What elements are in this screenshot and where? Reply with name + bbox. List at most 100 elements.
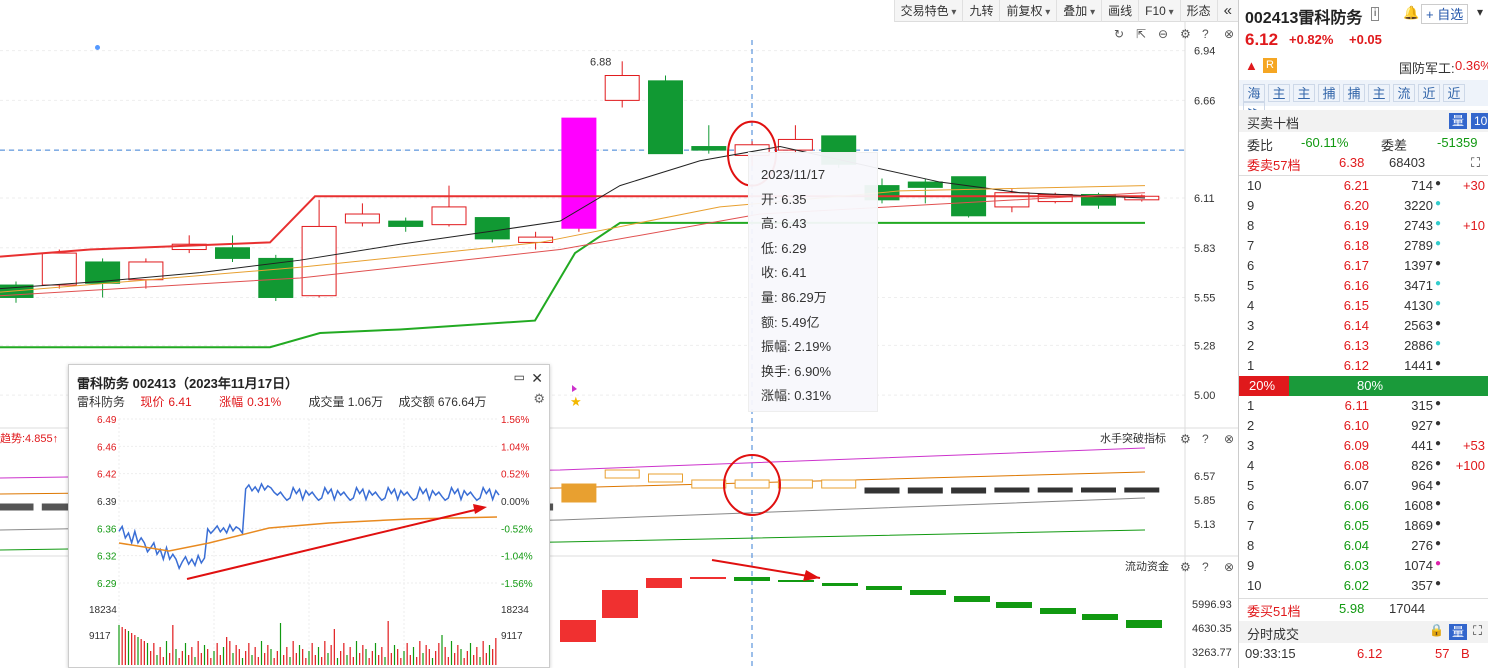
buy-ratio: 20% (1249, 378, 1276, 393)
level-num: 4 (1247, 298, 1255, 313)
quick-tab-1[interactable]: 主 (1268, 84, 1290, 102)
buy-price: 5.98 (1339, 601, 1365, 616)
ask-level-9[interactable]: 9 6.20 3220 ● (1239, 198, 1488, 218)
kline-chart-area[interactable]: 6.946.666.386.115.835.555.285.00↻⇱⊖⚙?⊗6.… (0, 0, 1238, 668)
popup-title: 雷科防务 002413（2023年11月17日） (77, 376, 299, 391)
candle-body (41, 252, 77, 286)
price-axis-label: 5.00 (1194, 390, 1215, 402)
quick-tab-7[interactable]: 近 (1418, 84, 1440, 102)
lock-icon[interactable]: 🔒 (1429, 623, 1444, 637)
quick-tab-3[interactable]: 捕 (1318, 84, 1340, 102)
toolbar-f10[interactable]: F10 (1138, 0, 1180, 22)
ask-level-1[interactable]: 1 6.12 1441 ● (1239, 358, 1488, 378)
fund-bar (822, 583, 858, 586)
toolbar-draw[interactable]: 画线 (1101, 0, 1138, 22)
bid-level-5[interactable]: 5 6.07 964 ● (1239, 478, 1488, 498)
candle-body (648, 80, 683, 155)
bid-level-7[interactable]: 7 6.05 1869 ● (1239, 518, 1488, 538)
ask-level-7[interactable]: 7 6.18 2789 ● (1239, 238, 1488, 258)
expand-book-icon[interactable]: ⛶ (1471, 155, 1481, 170)
toolbar-overlay[interactable]: 叠加 (1056, 0, 1101, 22)
level-volume: 2563 (1404, 318, 1433, 333)
level10-tab[interactable]: 10 (1471, 113, 1488, 129)
level-change: +30 (1462, 178, 1485, 193)
trades-volume-tab[interactable]: 量 (1449, 624, 1468, 640)
collapse-icon[interactable]: « (1216, 0, 1238, 22)
ask-level-2[interactable]: 2 6.13 2886 ● (1239, 338, 1488, 358)
quick-tab-8[interactable]: 近 (1443, 84, 1465, 102)
info-icon[interactable]: i (1371, 7, 1380, 21)
ask-level-8[interactable]: 8 6.19 2743 ● +10 (1239, 218, 1488, 238)
bid-level-1[interactable]: 1 6.11 315 ● (1239, 398, 1488, 418)
ind1-bar (864, 487, 900, 494)
candle-body (691, 146, 727, 151)
sell-ratio: 80% (1357, 378, 1384, 393)
level-price: 6.13 (1343, 338, 1369, 353)
price-axis-label: 6.11 (1194, 193, 1215, 205)
add-watchlist-button[interactable]: + 自选 (1421, 4, 1469, 24)
bid-level-4[interactable]: 4 6.08 826 ● +100 (1239, 458, 1488, 478)
toolbar-adjust[interactable]: 前复权 (999, 0, 1056, 22)
bid-level-10[interactable]: 10 6.02 357 ● (1239, 578, 1488, 598)
toolbar-trade-features[interactable]: 交易特色 (893, 0, 963, 22)
ask-level-3[interactable]: 3 6.14 2563 ● (1239, 318, 1488, 338)
bid-level-8[interactable]: 8 6.04 276 ● (1239, 538, 1488, 558)
level-dot-icon: ● (1435, 478, 1442, 489)
ind1-bar (951, 487, 987, 494)
bid-level-9[interactable]: 9 6.03 1074 ● (1239, 558, 1488, 578)
level-price: 6.06 (1343, 498, 1369, 513)
chevron-down-icon[interactable]: ▾ (1477, 5, 1484, 19)
ind1-axis-label: 5.85 (1194, 495, 1215, 507)
quick-tab-6[interactable]: 流 (1393, 84, 1415, 102)
ind1-gear-icon: ⚙ (1180, 432, 1191, 446)
fund-bar (954, 596, 990, 602)
ind1-bar (777, 479, 813, 489)
bid-level-3[interactable]: 3 6.09 441 ● +53 (1239, 438, 1488, 458)
tooltip-row: 额: 5.49亿 (761, 314, 820, 330)
trades-title: 分时成交 (1247, 627, 1300, 642)
ind1-bar (821, 479, 857, 489)
crosshair-price-box (1188, 141, 1236, 160)
mini-right-axis: -1.56% (501, 579, 533, 590)
sector-pct: 0.36% (1455, 58, 1488, 73)
fund-bar (1082, 614, 1118, 620)
bid-level-2[interactable]: 2 6.10 927 ● (1239, 418, 1488, 438)
level-price: 6.07 (1343, 478, 1369, 493)
ind1-bar (691, 479, 727, 489)
toolbar-nine-turn[interactable]: 九转 (962, 0, 999, 22)
bell-icon[interactable]: 🔔 (1403, 5, 1420, 20)
level-dot-icon: ● (1435, 218, 1442, 229)
level-num: 3 (1247, 318, 1255, 333)
candle-body (431, 206, 467, 226)
level-volume: 4130 (1404, 298, 1433, 313)
quick-tab-4[interactable]: 捕 (1343, 84, 1365, 102)
popup-gear-icon[interactable]: ⚙ (533, 391, 545, 406)
ask-level-6[interactable]: 6 6.17 1397 ● (1239, 258, 1488, 278)
ask-level-4[interactable]: 4 6.15 4130 ● (1239, 298, 1488, 318)
ask-level-10[interactable]: 10 6.21 714 ● +30 (1239, 178, 1488, 198)
trade-side: B (1461, 646, 1470, 661)
quick-tab-0[interactable]: 海 (1243, 84, 1265, 102)
volume-tab[interactable]: 量 (1449, 113, 1468, 129)
ask-level-5[interactable]: 5 6.16 3471 ● (1239, 278, 1488, 298)
level-volume: 441 (1411, 438, 1433, 453)
bid-level-6[interactable]: 6 6.06 1608 ● (1239, 498, 1488, 518)
level-price: 6.15 (1343, 298, 1369, 313)
mini-left-axis: 6.49 (97, 415, 117, 426)
maximize-icon[interactable]: ▭ (513, 370, 525, 384)
sector-label[interactable]: 国防军工: (1399, 61, 1455, 76)
level-price: 6.02 (1343, 578, 1369, 593)
quick-tab-2[interactable]: 主 (1293, 84, 1315, 102)
level-volume: 1869 (1404, 518, 1433, 533)
candle-tooltip: 2023/11/17 开: 6.35 高: 6.43 低: 6.29 收: 6.41 量… (748, 152, 878, 412)
ind1-bar (648, 473, 683, 483)
close-icon[interactable]: ✕ (531, 370, 543, 386)
intraday-popup[interactable]: 雷科防务 002413（2023年11月17日） ▭ ✕ 雷科防务 现价 6.41… (68, 364, 550, 668)
trades-expand-icon[interactable]: ⛶ (1473, 623, 1483, 638)
toolbar-pattern[interactable]: 形态 (1179, 0, 1217, 22)
quick-tab-5[interactable]: 主 (1368, 84, 1390, 102)
candle-body (518, 236, 554, 243)
mini-arrow-head-icon (473, 504, 487, 514)
popup-amt: 成交额 676.64万 (398, 395, 487, 409)
level-num: 7 (1247, 238, 1255, 253)
